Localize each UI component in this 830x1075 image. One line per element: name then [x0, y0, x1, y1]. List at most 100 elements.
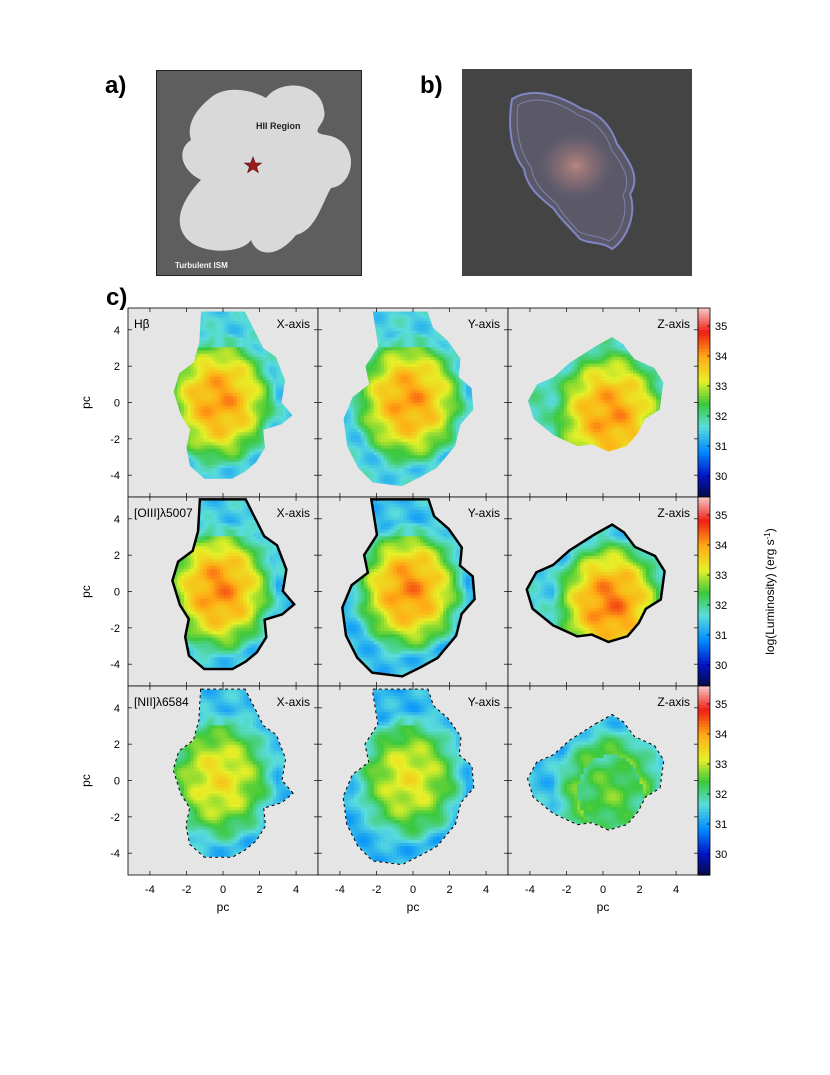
luminosity-cell: [226, 429, 231, 433]
luminosity-cell: [200, 422, 205, 427]
luminosity-cell: [410, 321, 414, 325]
luminosity-cell: [426, 363, 431, 368]
luminosity-cell: [367, 389, 372, 394]
luminosity-cell: [233, 340, 238, 345]
luminosity-cell: [393, 321, 398, 325]
luminosity-cell: [233, 399, 238, 404]
luminosity-cell: [262, 415, 267, 420]
luminosity-cell: [400, 334, 405, 339]
luminosity-cell: [419, 357, 424, 361]
luminosity-cell: [203, 363, 208, 368]
luminosity-cell: [413, 324, 418, 329]
luminosity-cell: [253, 445, 257, 450]
luminosity-cell: [190, 383, 195, 388]
luminosity-cell: [256, 429, 261, 433]
luminosity-cell: [229, 474, 234, 479]
luminosity-cell: [180, 396, 185, 401]
luminosity-cell: [423, 321, 428, 325]
luminosity-cell: [236, 363, 241, 368]
luminosity-cell: [276, 396, 280, 401]
luminosity-cell: [197, 357, 201, 361]
luminosity-cell: [433, 373, 437, 378]
luminosity-cell: [226, 409, 231, 414]
luminosity-cell: [426, 389, 431, 394]
luminosity-cell: [249, 402, 254, 407]
luminosity-cell: [419, 366, 424, 371]
luminosity-cell: [269, 373, 274, 378]
luminosity-cell: [229, 353, 234, 358]
luminosity-cell: [226, 344, 231, 348]
luminosity-cell: [206, 399, 211, 404]
luminosity-cell: [433, 334, 437, 339]
luminosity-cell: [206, 350, 211, 355]
panel-label-c: c): [106, 284, 127, 312]
luminosity-cell: [193, 465, 198, 469]
luminosity-cell: [416, 383, 421, 388]
luminosity-cell: [243, 340, 247, 345]
luminosity-cell: [433, 357, 437, 361]
luminosity-cell: [183, 412, 188, 417]
luminosity-cell: [272, 370, 277, 375]
luminosity-cell: [410, 334, 414, 339]
luminosity-cell: [203, 340, 208, 345]
luminosity-cell: [190, 465, 195, 469]
luminosity-cell: [380, 360, 385, 365]
luminosity-cell: [229, 442, 234, 446]
luminosity-cell: [433, 386, 437, 391]
luminosity-cell: [246, 344, 251, 348]
simulation-render: [462, 69, 692, 276]
luminosity-cell: [387, 373, 391, 378]
luminosity-cell: [456, 389, 460, 394]
luminosity-cell: [200, 370, 205, 375]
luminosity-cell: [249, 399, 254, 404]
luminosity-cell: [249, 370, 254, 375]
luminosity-cell: [423, 337, 428, 342]
luminosity-cell: [416, 334, 421, 339]
luminosity-cell: [229, 465, 234, 469]
luminosity-cell: [210, 396, 215, 401]
luminosity-cell: [210, 347, 215, 352]
luminosity-cell: [233, 393, 238, 397]
luminosity-cell: [203, 451, 208, 456]
luminosity-cell: [236, 458, 241, 463]
luminosity-cell: [216, 432, 221, 437]
luminosity-cell: [229, 468, 234, 473]
luminosity-cell: [406, 347, 411, 352]
luminosity-cell: [210, 383, 215, 388]
luminosity-cell: [216, 451, 221, 456]
luminosity-cell: [256, 451, 261, 456]
luminosity-cell: [436, 389, 441, 394]
luminosity-cell: [220, 406, 224, 410]
luminosity-cell: [279, 383, 284, 388]
luminosity-cell: [193, 455, 198, 460]
luminosity-cell: [210, 435, 215, 440]
luminosity-cell: [367, 376, 372, 381]
luminosity-cell: [210, 438, 215, 443]
luminosity-cell: [193, 468, 198, 473]
luminosity-cell: [246, 402, 251, 407]
luminosity-cell: [423, 386, 428, 391]
luminosity-cell: [253, 448, 257, 453]
luminosity-cell: [220, 357, 224, 361]
luminosity-cell: [253, 340, 257, 345]
luminosity-cell: [243, 412, 247, 417]
luminosity-cell: [187, 438, 192, 443]
luminosity-cell: [187, 442, 192, 446]
luminosity-cell: [423, 389, 428, 394]
luminosity-cell: [200, 415, 205, 420]
luminosity-cell: [383, 350, 388, 355]
luminosity-cell: [416, 376, 421, 381]
luminosity-cell: [423, 373, 428, 378]
luminosity-cell: [249, 435, 254, 440]
luminosity-cell: [236, 311, 241, 316]
luminosity-cell: [229, 311, 234, 316]
luminosity-cell: [403, 353, 408, 358]
luminosity-cell: [216, 455, 221, 460]
luminosity-cell: [429, 334, 434, 339]
luminosity-cell: [387, 366, 391, 371]
luminosity-cell: [390, 337, 395, 342]
luminosity-cell: [220, 370, 224, 375]
luminosity-cell: [272, 393, 277, 397]
luminosity-cell: [390, 334, 395, 339]
luminosity-cell: [279, 396, 284, 401]
